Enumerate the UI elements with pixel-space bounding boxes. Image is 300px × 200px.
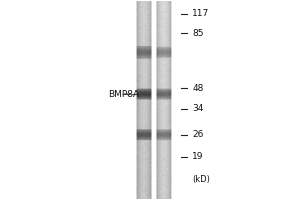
- Text: 117: 117: [192, 9, 210, 18]
- Text: 48: 48: [192, 84, 204, 93]
- Text: 26: 26: [192, 130, 204, 139]
- Text: 34: 34: [192, 104, 204, 113]
- Text: (kD): (kD): [192, 175, 210, 184]
- Text: BMP8A: BMP8A: [108, 90, 139, 99]
- Text: 85: 85: [192, 29, 204, 38]
- Text: 19: 19: [192, 152, 204, 161]
